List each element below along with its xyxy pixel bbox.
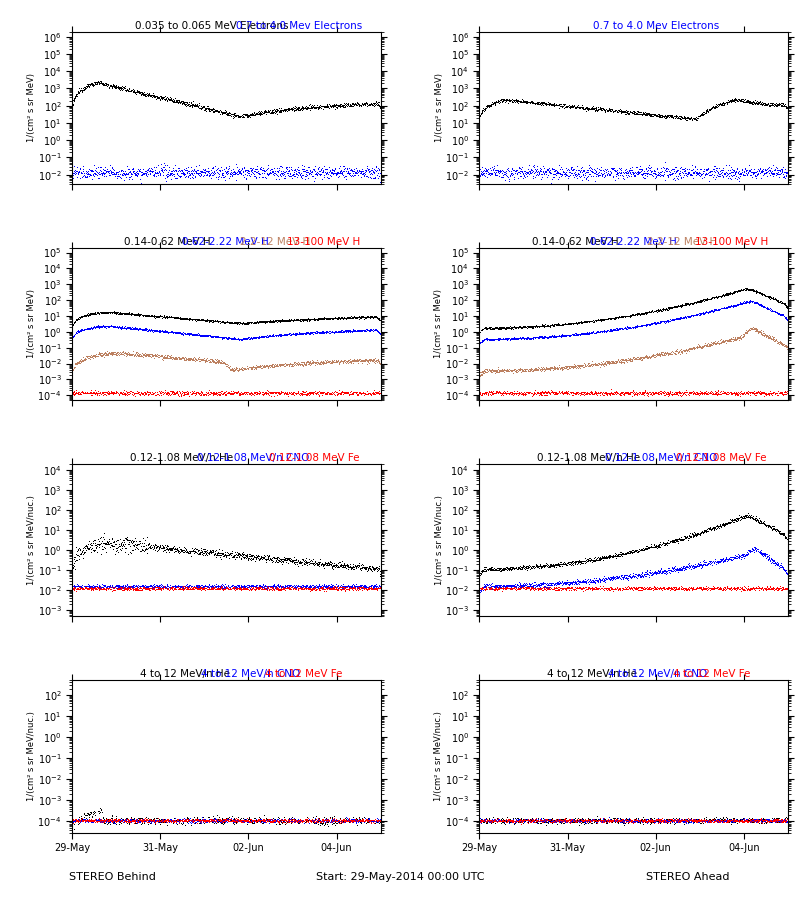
Text: 0.62-2.22 MeV H: 0.62-2.22 MeV H [590, 237, 676, 247]
Y-axis label: 1/(cm² s sr MeV): 1/(cm² s sr MeV) [434, 290, 443, 358]
Text: 0.12-1.08 MeV Fe: 0.12-1.08 MeV Fe [269, 454, 359, 464]
Text: 0.12-1.08 MeV/n He: 0.12-1.08 MeV/n He [130, 454, 233, 464]
Y-axis label: 1/(cm² s sr MeV): 1/(cm² s sr MeV) [27, 290, 36, 358]
Text: 4 to 12 MeV/n He: 4 to 12 MeV/n He [140, 670, 230, 680]
Text: Start: 29-May-2014 00:00 UTC: Start: 29-May-2014 00:00 UTC [316, 872, 484, 882]
Text: 4 to 12 MeV/n He: 4 to 12 MeV/n He [547, 670, 637, 680]
Text: 0.7 to 4.0 Mev Electrons: 0.7 to 4.0 Mev Electrons [237, 21, 362, 31]
Text: 0.7 to 4.0 Mev Electrons: 0.7 to 4.0 Mev Electrons [593, 21, 719, 31]
Text: 13-100 MeV H: 13-100 MeV H [287, 237, 361, 247]
Y-axis label: 1/(cm² s sr MeV): 1/(cm² s sr MeV) [434, 73, 444, 142]
Y-axis label: 1/(cm² s sr MeV/nuc.): 1/(cm² s sr MeV/nuc.) [434, 711, 443, 801]
Y-axis label: 1/(cm² s sr MeV): 1/(cm² s sr MeV) [27, 73, 36, 142]
Text: 2.2-12 MeV H: 2.2-12 MeV H [240, 237, 310, 247]
Y-axis label: 1/(cm² s sr MeV/nuc.): 1/(cm² s sr MeV/nuc.) [27, 495, 36, 585]
Text: 0.14-0.62 MeV H: 0.14-0.62 MeV H [125, 237, 211, 247]
Text: 0.12-1.08 MeV/n CNO: 0.12-1.08 MeV/n CNO [198, 454, 310, 464]
Text: 0.12-1.08 MeV/n He: 0.12-1.08 MeV/n He [537, 454, 640, 464]
Text: 4 to 12 MeV/n CNO: 4 to 12 MeV/n CNO [201, 670, 300, 680]
Text: STEREO Behind: STEREO Behind [69, 872, 155, 882]
Text: 0.14-0.62 MeV H: 0.14-0.62 MeV H [532, 237, 618, 247]
Text: STEREO Ahead: STEREO Ahead [646, 872, 730, 882]
Text: 4 to 12 MeV/n CNO: 4 to 12 MeV/n CNO [608, 670, 707, 680]
Y-axis label: 1/(cm² s sr MeV/nuc.): 1/(cm² s sr MeV/nuc.) [434, 495, 443, 585]
Text: 0.12-1.08 MeV/n CNO: 0.12-1.08 MeV/n CNO [605, 454, 718, 464]
Text: 2.2-12 MeV H: 2.2-12 MeV H [647, 237, 718, 247]
Text: 4 to 12 MeV Fe: 4 to 12 MeV Fe [266, 670, 342, 680]
Text: 13-100 MeV H: 13-100 MeV H [694, 237, 768, 247]
Text: 4 to 12 MeV Fe: 4 to 12 MeV Fe [673, 670, 750, 680]
Text: 0.12-1.08 MeV Fe: 0.12-1.08 MeV Fe [676, 454, 766, 464]
Text: 0.035 to 0.065 MeV Electrons: 0.035 to 0.065 MeV Electrons [134, 21, 288, 31]
Y-axis label: 1/(cm² s sr MeV/nuc.): 1/(cm² s sr MeV/nuc.) [27, 711, 36, 801]
Text: 0.62-2.22 MeV H: 0.62-2.22 MeV H [182, 237, 269, 247]
